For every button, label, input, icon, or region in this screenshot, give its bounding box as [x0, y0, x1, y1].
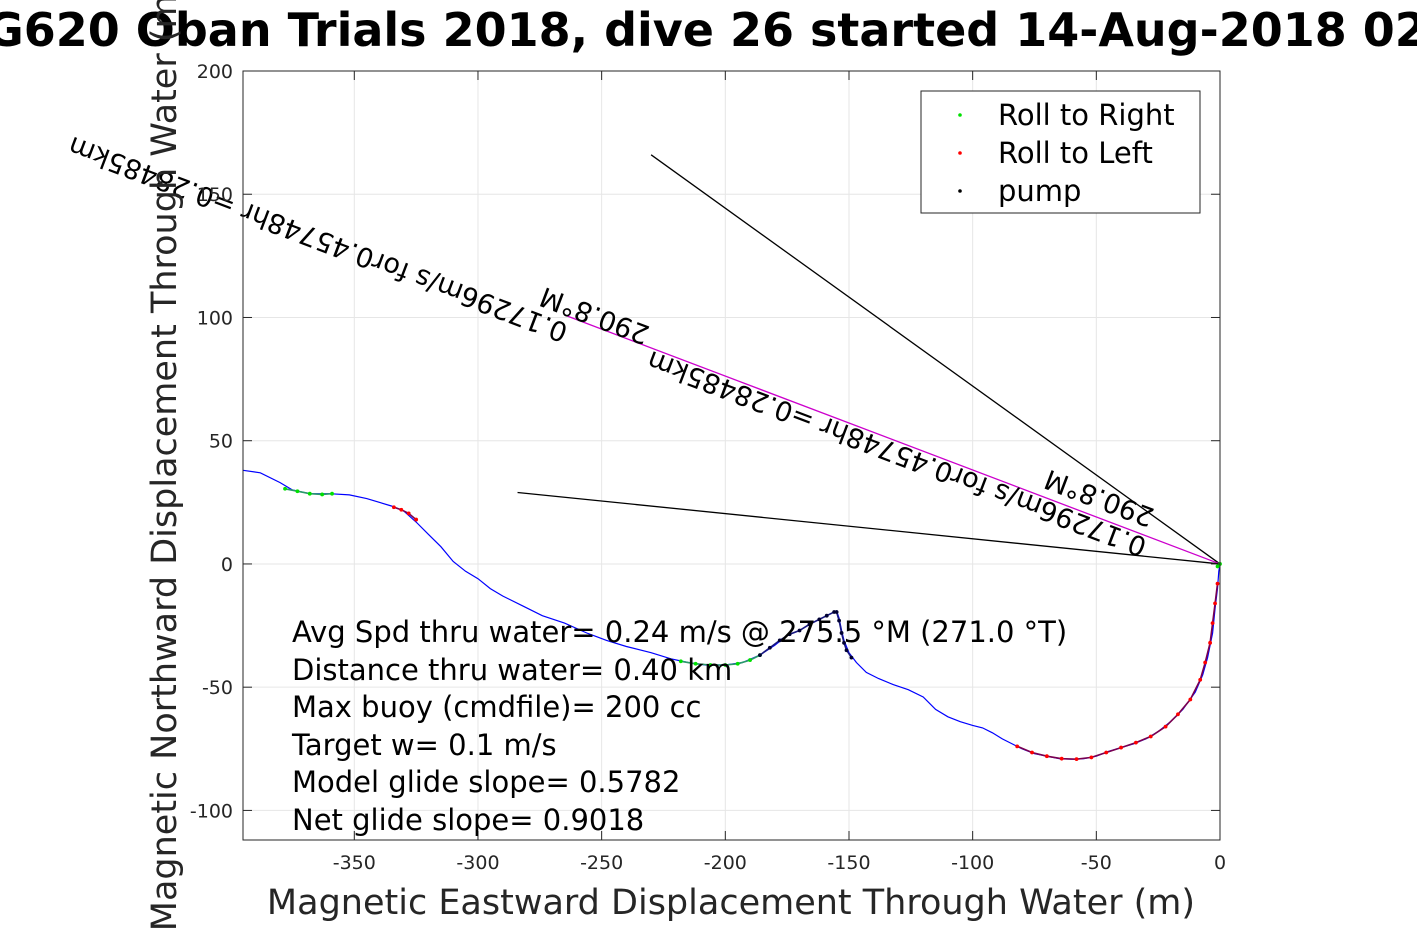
roll-left-point	[1208, 640, 1213, 645]
roll-right-point	[283, 486, 287, 491]
stats-max-buoy: Max buoy (cmdfile)= 200 cc	[292, 690, 701, 724]
pump-point	[767, 645, 772, 650]
axis-ticks: -350 -300 -250 -200 -150 -100 -50 0 -100 -50 0 50 10…	[190, 61, 1226, 874]
stats-net-glide: Net glide slope= 0.9018	[292, 803, 644, 837]
pump-point	[824, 613, 829, 618]
x-tick-label: -50	[1081, 852, 1112, 874]
y-tick-label: 150	[197, 184, 233, 206]
legend-roll-right-marker	[958, 113, 962, 117]
roll-right-point	[678, 659, 683, 664]
y-tick-label: 50	[209, 431, 233, 453]
roll-left-point	[1104, 750, 1109, 755]
roll-left-point	[406, 511, 411, 516]
roll-left-point	[1176, 712, 1180, 717]
roll-left-point	[399, 507, 404, 512]
pump-point	[787, 632, 792, 637]
pump-point	[839, 631, 844, 635]
roll-left-point	[1215, 581, 1220, 586]
roll-left-point	[1030, 750, 1034, 755]
roll-right-point	[723, 663, 728, 667]
roll-right-point	[307, 491, 312, 496]
y-tick-label: 0	[221, 554, 233, 576]
chart-title: SG620 Oban Trials 2018, dive 26 started …	[0, 3, 1417, 57]
pump-point	[849, 655, 854, 660]
y-tick-label: 100	[197, 307, 233, 329]
stats-target-w: Target w= 0.1 m/s	[291, 728, 557, 762]
x-tick-label: -150	[827, 852, 870, 874]
y-tick-label: 200	[197, 61, 233, 83]
roll-left-point	[1213, 601, 1217, 606]
roll-right-point	[748, 658, 752, 662]
pump-point	[777, 638, 782, 643]
pump-point	[834, 610, 839, 614]
roll-right-point	[330, 491, 334, 496]
x-tick-label: 0	[1214, 852, 1226, 874]
roll-right-point	[708, 663, 713, 667]
stats-model-glide: Model glide slope= 0.5782	[292, 765, 680, 799]
heading-line	[564, 314, 1221, 565]
x-tick-label: -350	[333, 852, 376, 874]
pump-point	[842, 640, 846, 645]
y-axis-label: Magnetic Northward Displacement Through …	[145, 0, 185, 931]
roll-right-point	[320, 492, 325, 497]
marker-series	[283, 486, 1222, 762]
y-tick-label: -100	[190, 800, 233, 822]
x-tick-label: -200	[704, 852, 747, 874]
roll-left-point	[1044, 754, 1049, 759]
stats-distance: Distance thru water= 0.40 km	[292, 653, 732, 687]
roll-left-point	[1210, 621, 1215, 626]
roll-left-point	[1119, 745, 1123, 750]
roll-left-point	[1198, 677, 1203, 682]
roll-right-point	[735, 661, 740, 666]
roll-left-point	[414, 517, 419, 522]
x-tick-label: -300	[456, 852, 499, 874]
roll-right-point	[295, 489, 300, 494]
roll-left-point	[1074, 757, 1079, 762]
stats-avg-speed: Avg Spd thru water= 0.24 m/s @ 275.5 °M …	[292, 615, 1067, 649]
roll-left-point	[1188, 697, 1193, 702]
pump-point	[758, 653, 762, 658]
roll-left-point	[1089, 755, 1094, 760]
lower-line	[517, 491, 1221, 565]
x-axis-label: Magnetic Eastward Displacement Through W…	[267, 883, 1195, 923]
pump-point	[807, 622, 812, 627]
legend-roll-left-label: Roll to Left	[998, 136, 1153, 170]
stats-box: Avg Spd thru water= 0.24 m/s @ 275.5 °M …	[291, 615, 1067, 837]
legend-roll-right-label: Roll to Right	[998, 98, 1175, 132]
legend-pump-marker	[958, 189, 962, 193]
roll-left-point	[1134, 740, 1138, 745]
roll-left-point	[1163, 724, 1168, 729]
roll-left-segment	[393, 506, 417, 521]
roll-left-point	[1203, 660, 1208, 665]
x-tick-label: -250	[580, 852, 623, 874]
legend-box	[920, 90, 1201, 214]
pump-point	[844, 648, 849, 653]
roll-left-point	[391, 505, 396, 510]
pump-point	[797, 628, 802, 633]
upper-line	[650, 154, 1221, 565]
legend-roll-left-marker	[958, 151, 962, 155]
x-tick-label: -100	[951, 852, 994, 874]
plot-frame	[242, 70, 1221, 841]
roll-left-point	[1059, 756, 1064, 761]
pump-point	[837, 618, 841, 623]
pump-point	[817, 617, 822, 622]
reference-lines	[517, 154, 1221, 565]
legend-pump-label: pump	[998, 174, 1081, 208]
roll-right-point	[693, 661, 698, 666]
y-tick-label: -50	[202, 677, 233, 699]
roll-left-point	[1015, 744, 1020, 749]
roll-left-point	[1148, 734, 1153, 739]
legend: Roll to Right Roll to Left pump	[920, 90, 1201, 214]
